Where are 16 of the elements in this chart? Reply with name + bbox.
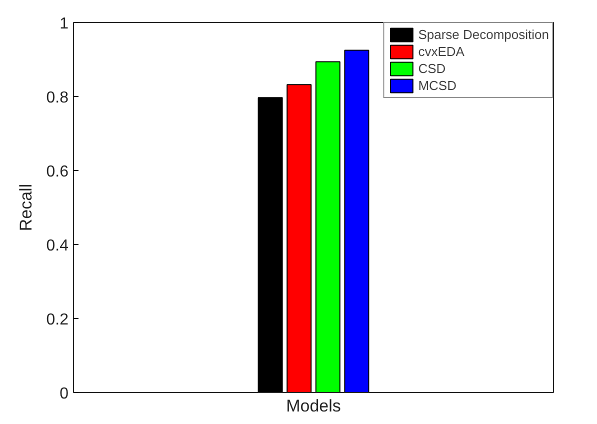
- legend-label: MCSD: [418, 77, 456, 94]
- y-tick-label: 0.8: [46, 90, 69, 106]
- y-axis-title: Recall: [16, 184, 36, 232]
- bar: [315, 61, 340, 392]
- y-tick-label: 1: [60, 16, 69, 32]
- legend-label: cvxEDA: [418, 43, 464, 60]
- legend-label: Sparse Decomposition: [418, 26, 549, 43]
- bar: [258, 97, 283, 392]
- y-tick-label: 0.6: [46, 164, 69, 180]
- y-tick-label: 0.4: [46, 238, 69, 254]
- y-tick-label: 0.2: [46, 312, 69, 328]
- bar: [286, 84, 312, 392]
- legend-label: CSD: [418, 60, 446, 77]
- x-axis-title: Models: [286, 396, 341, 416]
- y-tick-label: 0: [60, 386, 69, 402]
- bar: [344, 50, 370, 392]
